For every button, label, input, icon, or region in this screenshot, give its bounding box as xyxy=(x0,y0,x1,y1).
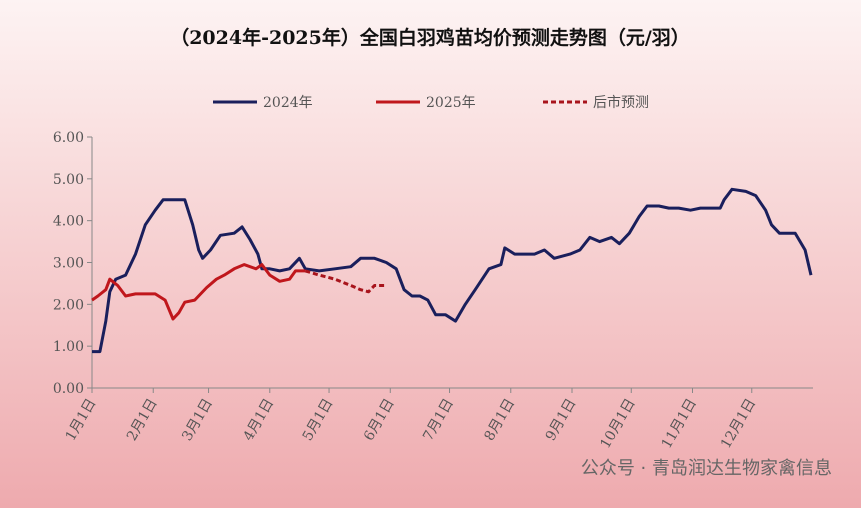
y-tick-label: 0.00 xyxy=(53,381,84,397)
watermark: 公众号 · 青岛润达生物家禽信息 xyxy=(581,458,832,479)
y-tick-label: 3.00 xyxy=(53,256,84,272)
y-tick-label: 2.00 xyxy=(53,297,84,313)
legend-label: 2025年 xyxy=(426,95,476,111)
legend-label: 2024年 xyxy=(263,95,313,111)
y-tick-label: 6.00 xyxy=(53,130,84,146)
y-tick-label: 1.00 xyxy=(53,339,84,355)
line xyxy=(304,269,387,294)
line xyxy=(92,187,813,354)
y-tick-label: 5.00 xyxy=(53,172,84,188)
y-tick-label: 4.00 xyxy=(53,214,84,230)
line xyxy=(91,263,306,321)
chart-title: （2024年-2025年）全国白羽鸡苗均价预测走势图（元/羽） xyxy=(170,26,690,49)
legend-label: 后市预测 xyxy=(593,94,649,111)
